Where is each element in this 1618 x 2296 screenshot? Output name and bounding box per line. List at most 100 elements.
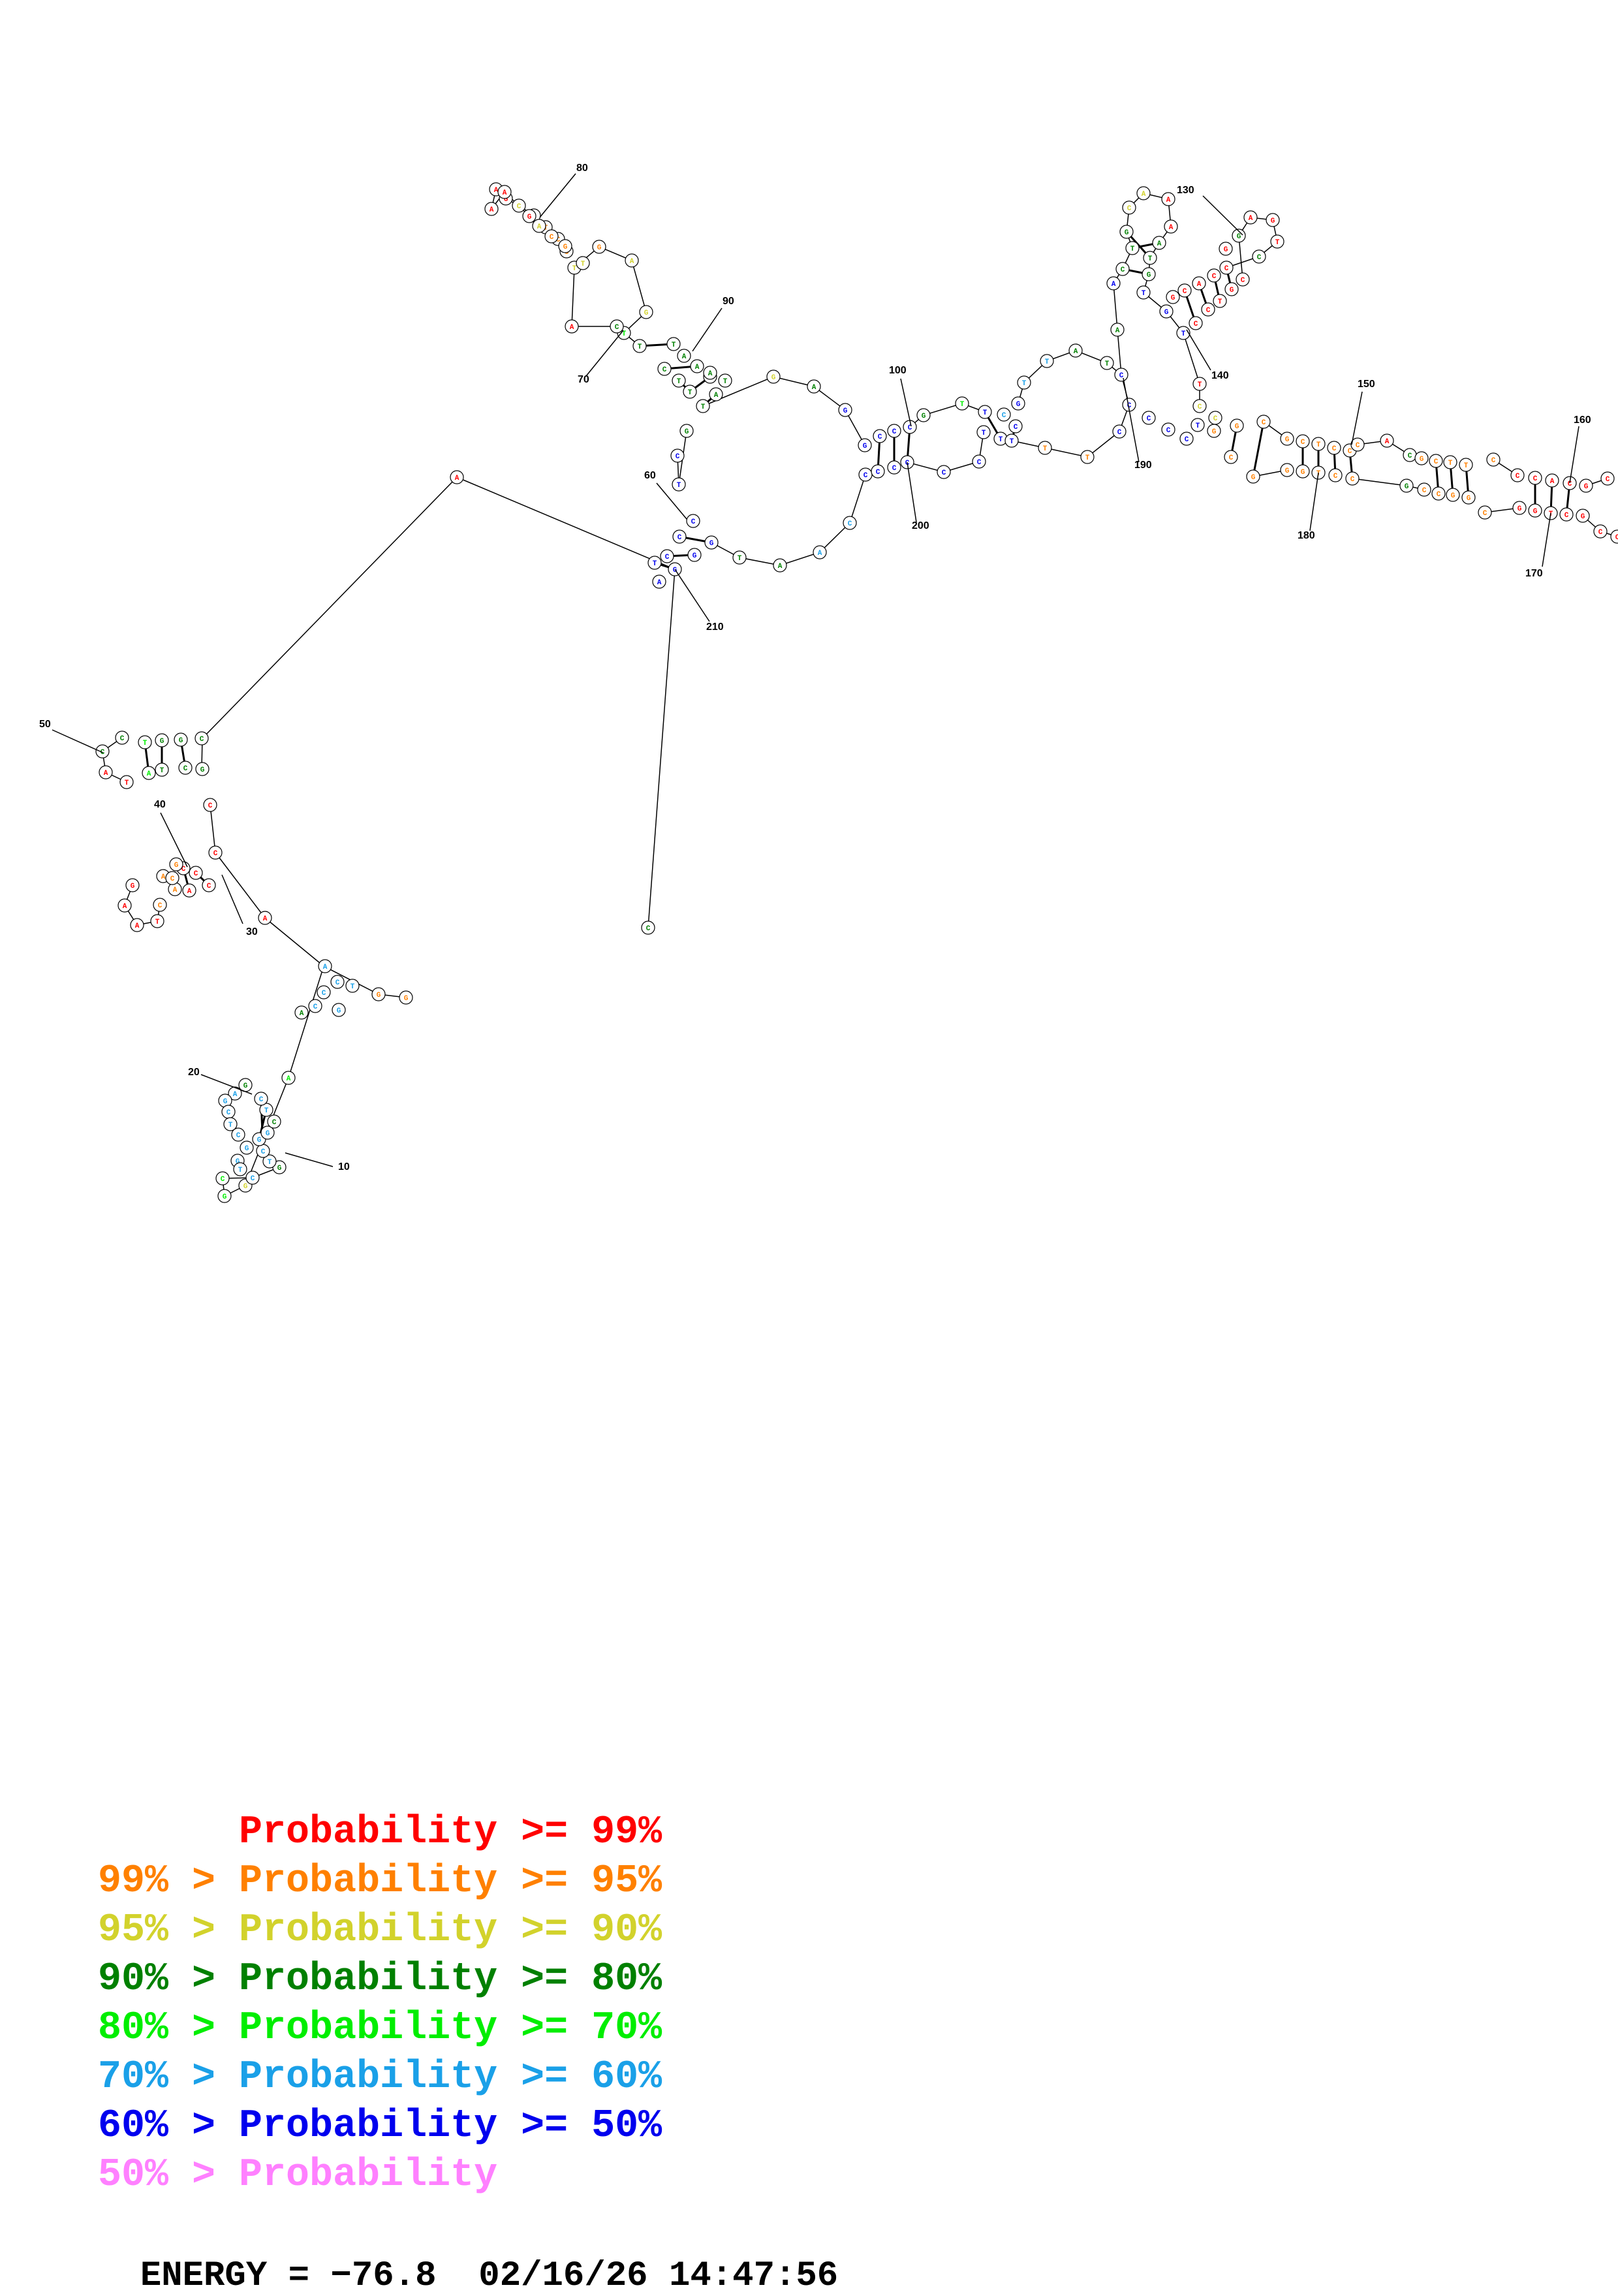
backbone-segment <box>202 477 458 739</box>
nucleotide-letter: G <box>504 196 508 204</box>
nucleotide: A <box>497 185 512 199</box>
nucleotide: G <box>1528 503 1542 518</box>
nucleotide: T <box>1080 450 1095 464</box>
nucleotide: C <box>1122 200 1136 215</box>
nucleotide: T <box>1443 455 1457 469</box>
nucleotide-letter: G <box>1016 401 1021 409</box>
nucleotide-circle <box>1431 486 1446 501</box>
nucleotide: C <box>887 460 901 475</box>
nucleotide-letter: A <box>630 258 634 266</box>
nucleotide: T <box>1213 294 1227 308</box>
nucleotide: G <box>592 240 606 254</box>
nucleotide-letter: C <box>1198 403 1202 411</box>
energy-footer: ENERGY = −76.8 02/16/26 14:47:56 <box>98 2216 838 2296</box>
position-tick <box>1309 472 1319 531</box>
position-label: 200 <box>912 520 929 531</box>
nucleotide: C <box>1252 249 1266 264</box>
nucleotide-circle <box>1011 396 1025 411</box>
nucleotide-letter: T <box>653 560 657 568</box>
nucleotide-letter: A <box>147 770 151 778</box>
nucleotide-circle <box>1512 501 1527 515</box>
nucleotide-circle <box>807 379 821 394</box>
nucleotide-letter: T <box>155 919 160 926</box>
position-label: 100 <box>889 365 907 376</box>
position-tick <box>674 569 710 622</box>
nucleotide-circle <box>592 240 606 254</box>
nucleotide-circle <box>1461 490 1476 505</box>
nucleotide-letter: G <box>1533 508 1538 516</box>
nucleotide-letter: C <box>556 236 561 244</box>
nucleotide: T <box>978 405 992 419</box>
nucleotide-letter: C <box>313 1003 318 1011</box>
nucleotide-circle <box>1112 424 1127 439</box>
nucleotide-letter: T <box>238 1167 243 1174</box>
nucleotide: A <box>1192 276 1206 291</box>
nucleotide-circle <box>217 1189 232 1203</box>
nucleotide-letter: C <box>676 453 680 461</box>
nucleotide-circle <box>119 775 134 789</box>
nucleotide-letter: G <box>922 413 926 420</box>
nucleotide-letter: T <box>143 740 148 747</box>
nucleotide-circle <box>1207 268 1221 283</box>
nucleotide-letter: A <box>778 563 783 571</box>
nucleotide-circle <box>189 866 203 880</box>
nucleotide-letter: G <box>1251 474 1256 482</box>
nucleotide-letter: G <box>257 1137 262 1144</box>
nucleotide-letter: T <box>638 343 642 351</box>
nucleotide: C <box>1429 454 1443 468</box>
nucleotide-circle <box>203 798 217 812</box>
nucleotide: C <box>1486 452 1501 467</box>
nucleotide: A <box>258 911 272 925</box>
nucleotide-circle <box>732 550 747 565</box>
nucleotide-circle <box>1399 479 1414 493</box>
nucleotide-letter: T <box>1198 381 1202 389</box>
nucleotide-letter: C <box>1606 476 1610 484</box>
position-labels: 10 20 30 40 50 60 70 80 90 100 130 140 150 160 170 180 1… <box>39 163 1591 1172</box>
nucleotide-letter: T <box>1142 290 1146 298</box>
nucleotide-letter: C <box>1333 473 1338 480</box>
nucleotide-circle <box>1311 437 1326 451</box>
backbone-segment <box>210 804 216 853</box>
nucleotide-letter: T <box>228 1122 233 1129</box>
nucleotide-circle <box>672 477 686 492</box>
nucleotide-circle <box>1345 471 1360 486</box>
nucleotide: T <box>576 256 590 270</box>
nucleotide: T <box>1017 375 1031 390</box>
nucleotide-letter: T <box>1022 380 1027 388</box>
nucleotide: G <box>1166 290 1180 304</box>
nucleotide-letter: C <box>322 990 326 998</box>
position-label: 80 <box>576 163 588 174</box>
backbone-segment <box>907 432 984 473</box>
position-label: 60 <box>644 470 656 481</box>
nucleotide-circle <box>399 990 413 1005</box>
nucleotide: C <box>1600 471 1615 486</box>
nucleotide-letter: T <box>1448 460 1453 467</box>
nucleotide-letter: A <box>173 887 178 894</box>
nucleotide-circle <box>1143 251 1157 265</box>
nucleotide-circle <box>202 878 216 892</box>
nucleotide-letter: C <box>226 1109 231 1117</box>
nucleotide: C <box>153 898 167 912</box>
nucleotide: C <box>641 920 655 935</box>
energy-timestamp-text: ENERGY = −76.8 02/16/26 14:47:56 <box>140 2256 839 2296</box>
nucleotide-circle <box>1610 529 1618 544</box>
nucleotide: C <box>1510 468 1525 482</box>
nucleotide-circle <box>1327 441 1341 455</box>
nucleotide: G <box>1159 304 1174 319</box>
nucleotide-circle <box>1528 503 1542 518</box>
nucleotide-circle <box>1119 225 1134 239</box>
nucleotide-letter: A <box>1249 215 1253 223</box>
nucleotide: G <box>125 878 140 892</box>
nucleotide-circle <box>766 370 781 384</box>
nucleotide-letter: C <box>1422 487 1427 495</box>
nucleotide-letter: G <box>709 540 714 548</box>
nucleotide-letter: A <box>1112 281 1116 289</box>
nucleotide: C <box>308 999 322 1013</box>
nucleotide-circle <box>686 514 700 528</box>
nucleotide: T <box>632 339 647 353</box>
nucleotide-letter: C <box>517 203 521 211</box>
nucleotide-letter: G <box>597 244 602 252</box>
nucleotide-circle <box>258 911 272 925</box>
nucleotide-letter: T <box>1043 445 1048 453</box>
nucleotide-circle <box>1159 304 1174 319</box>
